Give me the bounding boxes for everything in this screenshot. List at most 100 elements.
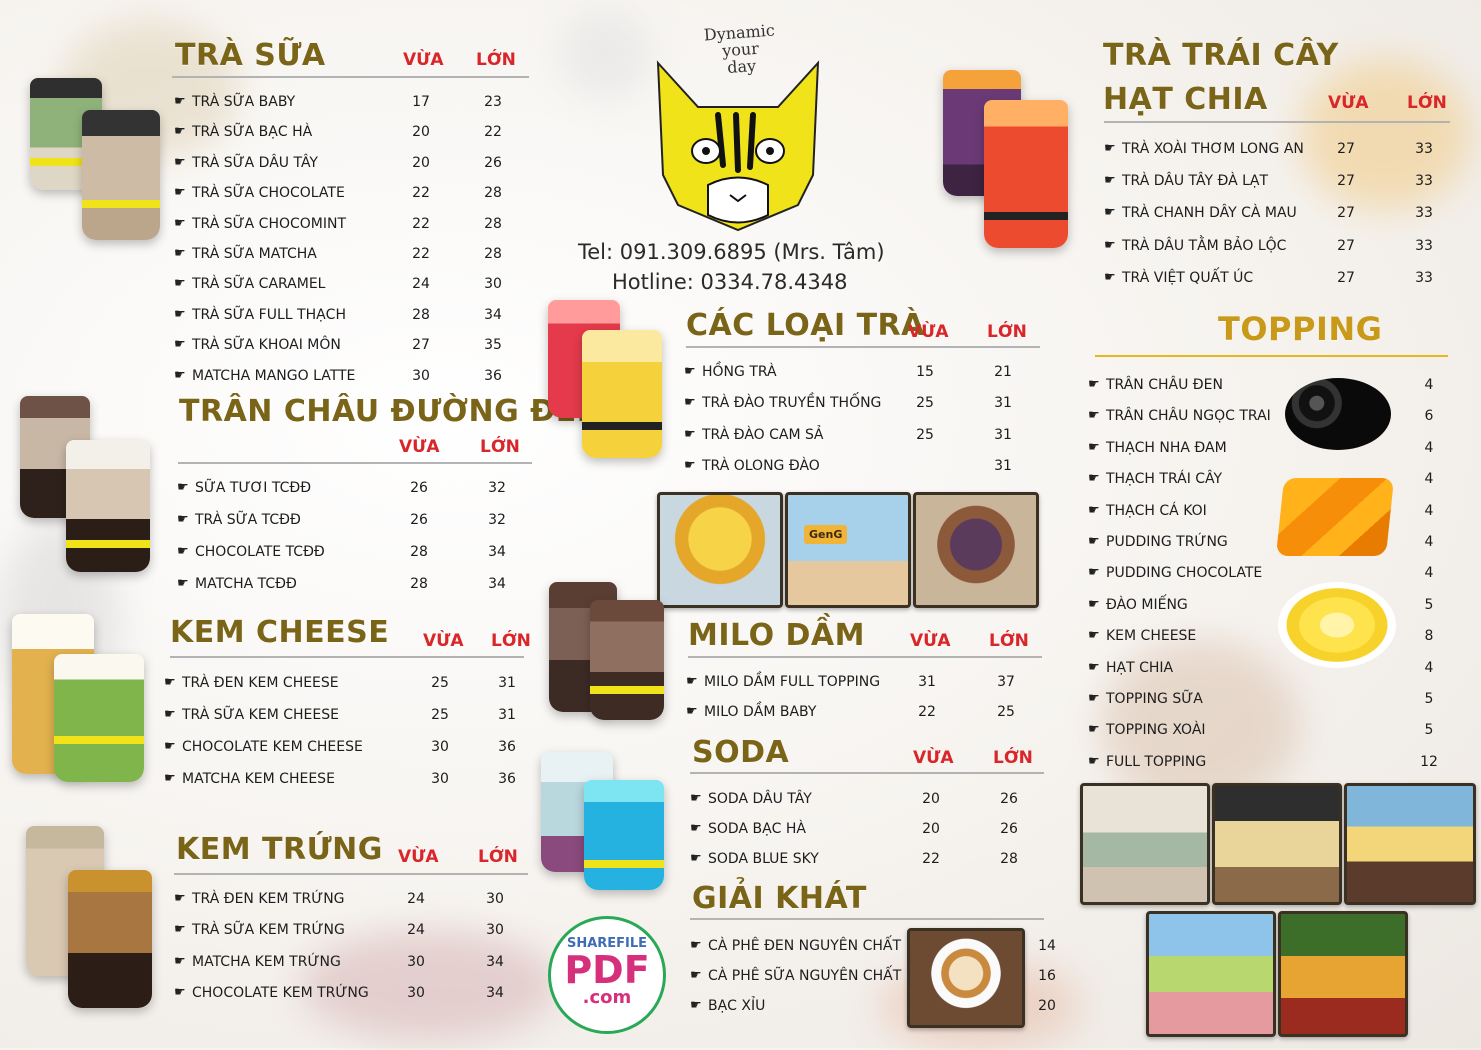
menu-item-row: ☛ FULL TOPPING 12 [1088,751,1448,773]
pointer-icon: ☛ [1088,691,1100,706]
item-name: TRÀ SỮA DÂU TÂY [192,154,318,171]
pointer-icon: ☛ [1104,237,1116,253]
section-divider [690,918,1044,920]
size-large-label: LỚN [993,748,1033,768]
price-small: 30 [412,367,430,384]
price: 14 [1038,938,1056,954]
item-name: TRÀ SỮA KEM CHEESE [182,707,339,723]
menu-item-row: ☛ CHOCOLATE KEM TRỨNG 30 34 [174,982,524,1004]
item-name: TRÂN CHÂU NGỌC TRAI [1106,408,1271,425]
section-divider [178,462,532,464]
soda-cup-image [584,780,664,890]
menu-item-row: ☛ PUDDING TRỨNG 4 [1088,531,1448,553]
price: 4 [1424,534,1434,550]
pointer-icon: ☛ [174,953,186,969]
pointer-icon: ☛ [1088,659,1100,675]
pointer-icon: ☛ [690,968,702,983]
menu-item-row: ☛ KEM CHEESE 8 [1088,625,1448,647]
price-small: 28 [410,576,428,592]
section-title-soda: SODA [692,735,790,770]
price-large: 28 [484,185,502,202]
price-small: 26 [410,512,428,528]
price-small: 25 [431,707,449,723]
item-name: TRÀ SỮA CHOCOLATE [192,185,345,202]
section-title-hat-chia: HẠT CHIA [1103,82,1268,117]
price-small: 20 [922,821,940,837]
size-small-label: VỪA [908,322,949,342]
menu-item-row: ☛ TOPPING SỮA 5 [1088,688,1448,710]
item-name: MATCHA KEM CHEESE [182,771,335,787]
section-title-tra-trai-cay: TRÀ TRÁI CÂY [1103,38,1339,73]
fruit-jelly-topping-image [1275,478,1395,556]
price: 6 [1424,408,1434,425]
pointer-icon: ☛ [174,306,186,322]
price-small: 27 [1337,205,1355,222]
price-small: 28 [412,306,430,323]
egg-cream-cup-image [68,870,152,1008]
menu-item-row: ☛ THẠCH NHA ĐAM 4 [1088,437,1448,459]
menu-item-row: ☛ TRÀ SỮA FULL THẠCH 28 34 [174,304,524,326]
menu-item-row: ☛ SODA BẠC HÀ 20 26 [690,818,1040,840]
background-blob [1300,60,1470,210]
pointer-icon: ☛ [174,94,186,109]
menu-item-row: ☛ HẠT CHIA 4 [1088,657,1448,679]
price-large: 26 [484,154,502,171]
pointer-icon: ☛ [177,512,189,527]
item-name: SODA BLUE SKY [708,851,819,867]
menu-item-row: ☛ TRÀ SỮA CARAMEL 24 30 [174,273,524,295]
item-name: TRÀ ĐÀO TRUYỀN THỐNG [702,395,882,412]
peach-tea-cup-image [582,330,662,458]
menu-item-row: ☛ CÀ PHÊ ĐEN NGUYÊN CHẤT 14 [690,935,1060,957]
item-name: CÀ PHÊ SỮA NGUYÊN CHẤT [708,968,902,984]
item-name: TRÀ DÂU TẰM BẢO LỘC [1122,237,1287,254]
item-name: HẠT CHIA [1106,659,1174,676]
menu-item-row: ☛ MATCHA TCĐĐ 28 34 [177,573,527,595]
pointer-icon: ☛ [1088,753,1100,769]
item-name: TRÀ VIỆT QUẤT ÚC [1122,269,1254,286]
size-large-label: LỚN [480,437,520,457]
item-name: HỒNG TRÀ [702,364,777,380]
pointer-icon: ☛ [684,395,696,411]
pointer-icon: ☛ [1088,534,1100,549]
menu-item-row: ☛ SỮA TƯƠI TCĐĐ 26 32 [177,477,527,499]
size-large-label: LỚN [491,631,531,651]
pointer-icon: ☛ [690,791,702,806]
pointer-icon: ☛ [177,576,189,591]
item-name: TRÀ OLONG ĐÀO [702,457,820,474]
item-name: TRÀ DÂU TÂY ĐÀ LẠT [1122,173,1269,190]
item-name: TOPPING SỮA [1106,691,1203,707]
pointer-icon: ☛ [174,922,186,938]
price-large: 36 [498,771,516,787]
price-small: 26 [410,480,428,496]
section-divider [172,76,529,78]
price: 4 [1424,502,1434,519]
section-title-tra-sua: TRÀ SỮA [175,38,326,73]
price: 4 [1424,471,1434,488]
price-large: 33 [1415,237,1433,254]
watermark-main: PDF [564,948,650,992]
item-name: SỮA TƯƠI TCĐĐ [195,480,312,496]
item-name: TRÂN CHÂU ĐEN [1106,377,1223,393]
pointer-icon: ☛ [1104,269,1116,285]
price: 8 [1424,628,1434,645]
pointer-icon: ☛ [174,276,186,292]
price-small: 30 [431,771,449,787]
item-name: TRÀ SỮA FULL THẠCH [192,306,346,323]
background-blob [1100,640,1300,810]
size-small-label: VỪA [398,847,439,867]
price-small: 24 [407,891,425,907]
item-name: TRÀ ĐÀO CAM SẢ [702,426,824,443]
item-name: TRÀ SỮA TCĐĐ [195,512,301,528]
price-large: 32 [488,512,506,528]
menu-item-row: ☛ TRÀ SỮA TCĐĐ 26 32 [177,509,527,531]
item-name: CÀ PHÊ ĐEN NGUYÊN CHẤT [708,938,902,954]
price-small: 20 [412,124,430,141]
item-name: TRÀ SỮA BẠC HÀ [192,124,313,141]
milk-tea-cup-image [82,110,160,240]
price-small: 27 [1337,237,1355,254]
item-name: TRÀ SỮA CARAMEL [192,276,326,293]
item-name: FULL TOPPING [1106,753,1207,770]
menu-item-row: ☛ SODA DÂU TÂY 20 26 [690,788,1040,810]
price-large: 21 [994,364,1012,380]
menu-item-row: ☛ TRÀ DÂU TÂY ĐÀ LẠT 27 33 [1104,170,1454,192]
